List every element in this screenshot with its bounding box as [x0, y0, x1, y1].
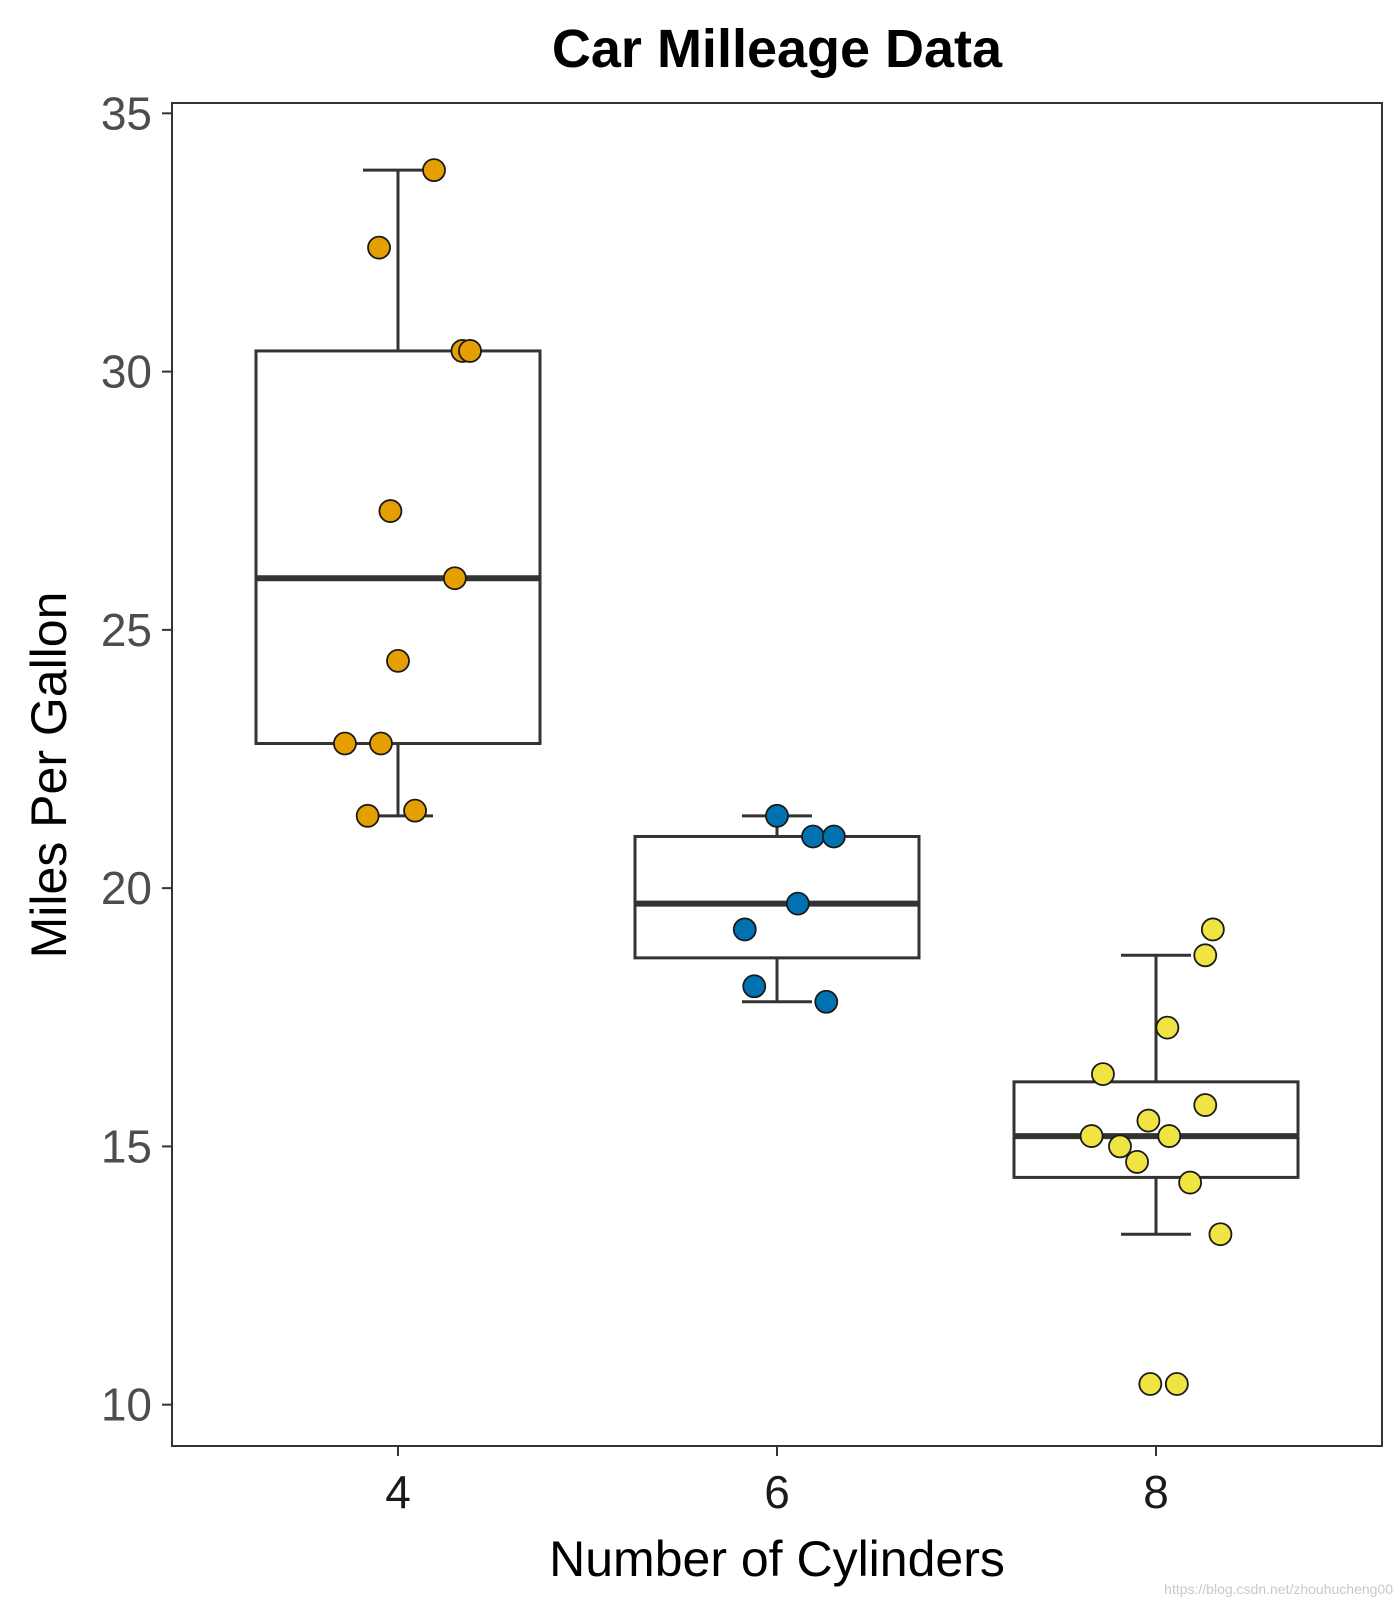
data-point-cyl-8	[1164, 1372, 1189, 1396]
data-point-cyl-8	[1138, 1372, 1163, 1396]
x-tick-label: 4	[385, 1466, 411, 1518]
data-point-cyl-6	[801, 824, 825, 849]
iqr-box	[633, 834, 921, 960]
y-tick-label: 15	[101, 1120, 152, 1172]
x-tick-label: 6	[764, 1466, 790, 1518]
data-point-cyl-4	[378, 499, 403, 523]
y-tick-label: 30	[101, 346, 152, 398]
data-point-cyl-4	[386, 648, 410, 673]
box-series	[254, 168, 1300, 1236]
data-point-cyl-4	[458, 339, 482, 363]
box-cyl-4	[254, 168, 542, 818]
data-point-cyl-4	[355, 803, 380, 828]
y-tick-label: 20	[101, 862, 152, 914]
y-tick-label: 25	[101, 604, 152, 656]
data-point-cyl-8	[1193, 943, 1218, 968]
data-point-cyl-6	[785, 891, 810, 916]
iqr-box	[254, 349, 542, 746]
data-point-cyl-4	[422, 158, 446, 183]
data-point-cyl-8	[1125, 1150, 1149, 1174]
y-tick-label: 35	[101, 87, 152, 139]
data-point-cyl-8	[1178, 1170, 1203, 1195]
chart-title: Car Milleage Data	[552, 19, 1003, 79]
jitter-points	[333, 158, 1233, 1396]
plot-panel-border	[171, 102, 1383, 1447]
data-point-cyl-8	[1091, 1062, 1115, 1086]
data-point-cyl-6	[732, 917, 757, 942]
iqr-box	[1012, 1080, 1300, 1179]
box-cyl-6	[633, 814, 921, 1004]
box-cyl-8	[1012, 953, 1300, 1236]
data-point-cyl-4	[442, 566, 467, 591]
y-axis: 10 15 20 25 30 35	[101, 87, 172, 1431]
x-axis-label: Number of Cylinders	[549, 1531, 1005, 1587]
watermark-text: https://blog.csdn.net/zhouhucheng00	[1164, 1581, 1393, 1597]
y-axis-label: Miles Per Gallon	[21, 592, 77, 959]
data-point-cyl-8	[1193, 1093, 1218, 1117]
x-tick-label: 8	[1143, 1466, 1169, 1518]
data-point-cyl-8	[1155, 1015, 1180, 1040]
data-point-cyl-4	[367, 235, 391, 260]
data-point-cyl-8	[1136, 1108, 1161, 1133]
data-point-cyl-8	[1200, 917, 1225, 942]
data-point-cyl-8	[1079, 1124, 1104, 1148]
data-point-cyl-6	[765, 803, 789, 828]
data-point-cyl-4	[369, 731, 393, 756]
data-point-cyl-6	[814, 989, 839, 1014]
data-point-cyl-6	[742, 974, 767, 999]
data-point-cyl-4	[333, 731, 357, 756]
data-point-cyl-8	[1157, 1124, 1182, 1148]
data-point-cyl-6	[821, 824, 846, 849]
data-point-cyl-8	[1208, 1222, 1233, 1247]
data-point-cyl-8	[1108, 1134, 1132, 1159]
data-point-cyl-4	[403, 798, 427, 823]
y-tick-label: 10	[101, 1379, 152, 1431]
x-axis: 4 6 8	[385, 1446, 1169, 1518]
